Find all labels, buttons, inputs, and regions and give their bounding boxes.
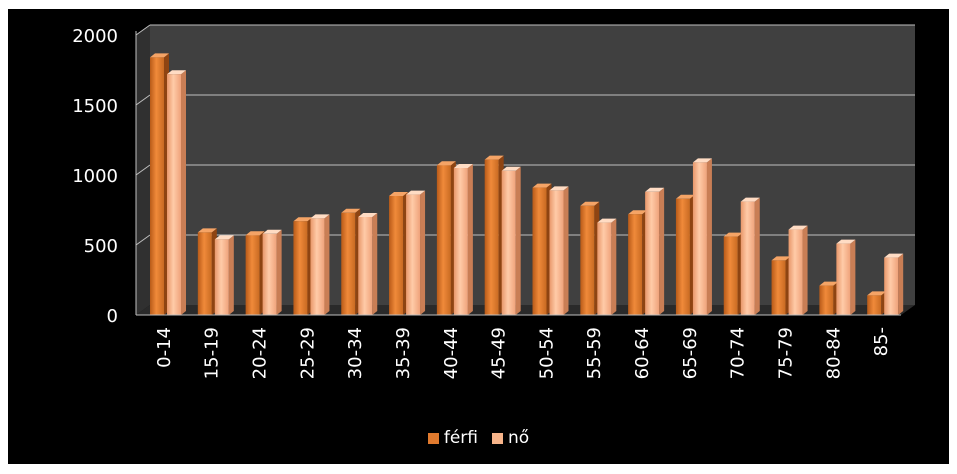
plot-floor bbox=[136, 305, 915, 315]
bar-nő-70-74 bbox=[740, 197, 760, 315]
y-tick-label: 0 bbox=[107, 306, 118, 327]
chart: 0 500 1000 1500 2000 0-14 15-19 20-24 25-29 30-34… bbox=[8, 9, 949, 464]
gridline-side bbox=[135, 234, 151, 246]
legend-entry: nő bbox=[491, 428, 530, 448]
legend-label: férfi bbox=[443, 428, 478, 448]
bar-nő-15-19 bbox=[214, 235, 234, 315]
bar-férfi-15-19 bbox=[197, 228, 217, 315]
x-tick-label: 25-29 bbox=[297, 327, 318, 379]
bar-nő-75-79 bbox=[788, 225, 808, 315]
x-tick-label: 40-44 bbox=[441, 327, 462, 379]
bar-nő-20-24 bbox=[262, 229, 282, 315]
bar-férfi-0-14 bbox=[150, 53, 169, 316]
x-tick-label: 45-49 bbox=[489, 327, 510, 379]
bar-nő-60-64 bbox=[645, 187, 665, 315]
x-tick-label: 35-39 bbox=[393, 327, 414, 379]
bar-nő-40-44 bbox=[453, 164, 473, 315]
bar-nő-65-69 bbox=[692, 158, 712, 315]
axes: 0 500 1000 1500 2000 0-14 15-19 20-24 25-29 30-34… bbox=[72, 26, 901, 379]
bar-férfi-50-54 bbox=[532, 183, 552, 315]
x-tick-label: 80-84 bbox=[823, 327, 844, 379]
gridline-side bbox=[135, 24, 151, 36]
x-tick-label: 55-59 bbox=[584, 327, 605, 379]
legend: férfi nő bbox=[8, 428, 949, 448]
bar-férfi-85- bbox=[867, 291, 887, 315]
bar-férfi-70-74 bbox=[723, 232, 743, 315]
bar-férfi-80-84 bbox=[819, 281, 839, 315]
legend-swatch bbox=[491, 432, 503, 444]
bar-nő-0-14 bbox=[167, 70, 186, 315]
gridline-side bbox=[135, 164, 151, 176]
bar-nő-80-84 bbox=[836, 239, 856, 315]
bar-férfi-60-64 bbox=[628, 210, 648, 315]
x-tick-label: 30-34 bbox=[345, 327, 366, 379]
bar-nő-30-34 bbox=[358, 213, 378, 315]
x-tick-label: 70-74 bbox=[728, 327, 749, 379]
bar-nő-35-39 bbox=[406, 190, 426, 315]
legend-swatch bbox=[427, 432, 439, 444]
x-tick-label: 20-24 bbox=[250, 327, 271, 379]
x-tick-label: 75-79 bbox=[775, 327, 796, 379]
bar-férfi-65-69 bbox=[675, 194, 695, 315]
x-tick-label: 65-69 bbox=[680, 327, 701, 379]
bar-férfi-40-44 bbox=[436, 161, 456, 315]
y-tick-label: 2000 bbox=[72, 26, 118, 47]
x-tick-label: 0-14 bbox=[154, 327, 175, 368]
bar-nő-45-49 bbox=[501, 166, 521, 315]
legend-label: nő bbox=[507, 428, 530, 448]
y-tick-label: 1500 bbox=[72, 96, 118, 117]
legend-entry: férfi bbox=[427, 428, 478, 448]
x-tick-label: 15-19 bbox=[202, 327, 223, 379]
chart-canvas: 0 500 1000 1500 2000 0-14 15-19 20-24 25-29 30-34… bbox=[72, 24, 915, 379]
bar-férfi-30-34 bbox=[341, 208, 361, 315]
x-tick-label: 50-54 bbox=[536, 327, 557, 379]
bar-nő-50-54 bbox=[549, 186, 569, 315]
bar-férfi-20-24 bbox=[245, 231, 265, 315]
bar-férfi-35-39 bbox=[389, 192, 409, 315]
gridline-side bbox=[135, 94, 151, 106]
y-tick-label: 1000 bbox=[72, 166, 118, 187]
bar-nő-55-59 bbox=[597, 218, 617, 315]
bar-nő-85- bbox=[884, 253, 904, 315]
bar-férfi-45-49 bbox=[484, 155, 504, 315]
x-tick-label: 85- bbox=[871, 327, 892, 356]
bar-férfi-25-29 bbox=[293, 217, 313, 315]
x-tick-label: 60-64 bbox=[632, 327, 653, 379]
bar-nő-25-29 bbox=[310, 214, 330, 315]
bars bbox=[150, 53, 904, 316]
bar-férfi-55-59 bbox=[580, 201, 600, 315]
y-tick-label: 500 bbox=[84, 236, 118, 257]
bar-férfi-75-79 bbox=[771, 256, 791, 315]
